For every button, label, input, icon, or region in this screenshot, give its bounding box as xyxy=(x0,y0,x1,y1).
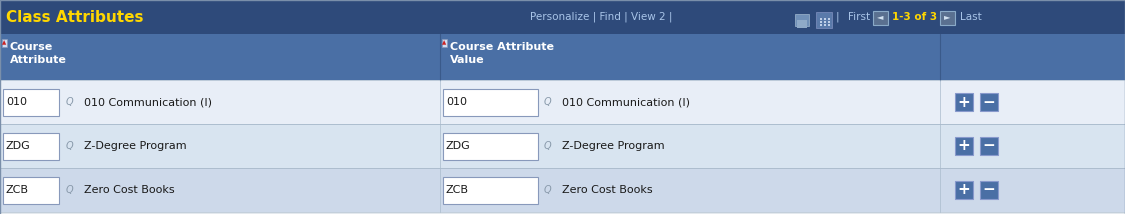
Text: Q: Q xyxy=(66,141,73,151)
Text: 010 Communication (I): 010 Communication (I) xyxy=(562,97,690,107)
Bar xyxy=(955,137,973,155)
Bar xyxy=(828,24,830,26)
Bar xyxy=(0,168,1125,212)
Bar xyxy=(824,21,826,23)
Text: +: + xyxy=(957,95,971,110)
Bar xyxy=(0,34,1125,80)
Text: ZCB: ZCB xyxy=(6,185,29,195)
Bar xyxy=(3,177,58,204)
Bar xyxy=(824,18,826,20)
Bar xyxy=(3,133,58,160)
Bar xyxy=(873,11,888,25)
Text: 010: 010 xyxy=(446,97,467,107)
Text: 1-3 of 3: 1-3 of 3 xyxy=(892,12,937,22)
Text: ◄: ◄ xyxy=(876,12,883,21)
Text: Course Attribute
Value: Course Attribute Value xyxy=(450,42,554,65)
Text: 010 Communication (I): 010 Communication (I) xyxy=(84,97,212,107)
Text: Z-Degree Program: Z-Degree Program xyxy=(84,141,187,151)
Bar xyxy=(443,89,538,116)
Bar xyxy=(795,14,809,26)
Text: +: + xyxy=(957,138,971,153)
Bar xyxy=(820,18,822,20)
Bar xyxy=(980,137,998,155)
Bar xyxy=(2,39,7,47)
Text: Q: Q xyxy=(544,185,551,195)
Text: Zero Cost Books: Zero Cost Books xyxy=(84,185,174,195)
Bar xyxy=(816,12,832,28)
Bar xyxy=(442,39,447,47)
Bar xyxy=(443,177,538,204)
Text: ▲: ▲ xyxy=(442,40,447,46)
Text: Course
Attribute: Course Attribute xyxy=(10,42,66,65)
Text: Q: Q xyxy=(66,185,73,195)
Text: ZDG: ZDG xyxy=(446,141,470,151)
Text: Zero Cost Books: Zero Cost Books xyxy=(562,185,652,195)
Bar xyxy=(940,11,955,25)
Bar xyxy=(443,133,538,160)
Text: ZCB: ZCB xyxy=(446,185,469,195)
Text: Last: Last xyxy=(960,12,982,22)
Bar xyxy=(0,80,1125,124)
Text: ▲: ▲ xyxy=(2,40,7,46)
Bar xyxy=(828,18,830,20)
Bar xyxy=(0,124,1125,168)
Text: ►: ► xyxy=(944,12,951,21)
Bar xyxy=(3,89,58,116)
Bar xyxy=(955,181,973,199)
Text: Personalize | Find | View 2 |: Personalize | Find | View 2 | xyxy=(530,12,673,22)
Bar xyxy=(0,0,1125,34)
Text: −: − xyxy=(982,183,996,198)
Text: First: First xyxy=(848,12,870,22)
Text: |: | xyxy=(836,12,839,22)
Text: Q: Q xyxy=(544,97,551,107)
Text: Q: Q xyxy=(544,141,551,151)
Bar xyxy=(980,93,998,111)
Bar xyxy=(828,21,830,23)
Text: Class Attributes: Class Attributes xyxy=(6,9,144,24)
Text: Q: Q xyxy=(66,97,73,107)
Text: −: − xyxy=(982,138,996,153)
Bar xyxy=(796,20,807,28)
Text: +: + xyxy=(957,183,971,198)
Bar xyxy=(820,21,822,23)
Bar xyxy=(955,93,973,111)
Text: −: − xyxy=(982,95,996,110)
Text: 010: 010 xyxy=(6,97,27,107)
Bar xyxy=(980,181,998,199)
Text: Z-Degree Program: Z-Degree Program xyxy=(562,141,665,151)
Text: ZDG: ZDG xyxy=(6,141,30,151)
Bar xyxy=(824,24,826,26)
Bar xyxy=(820,24,822,26)
